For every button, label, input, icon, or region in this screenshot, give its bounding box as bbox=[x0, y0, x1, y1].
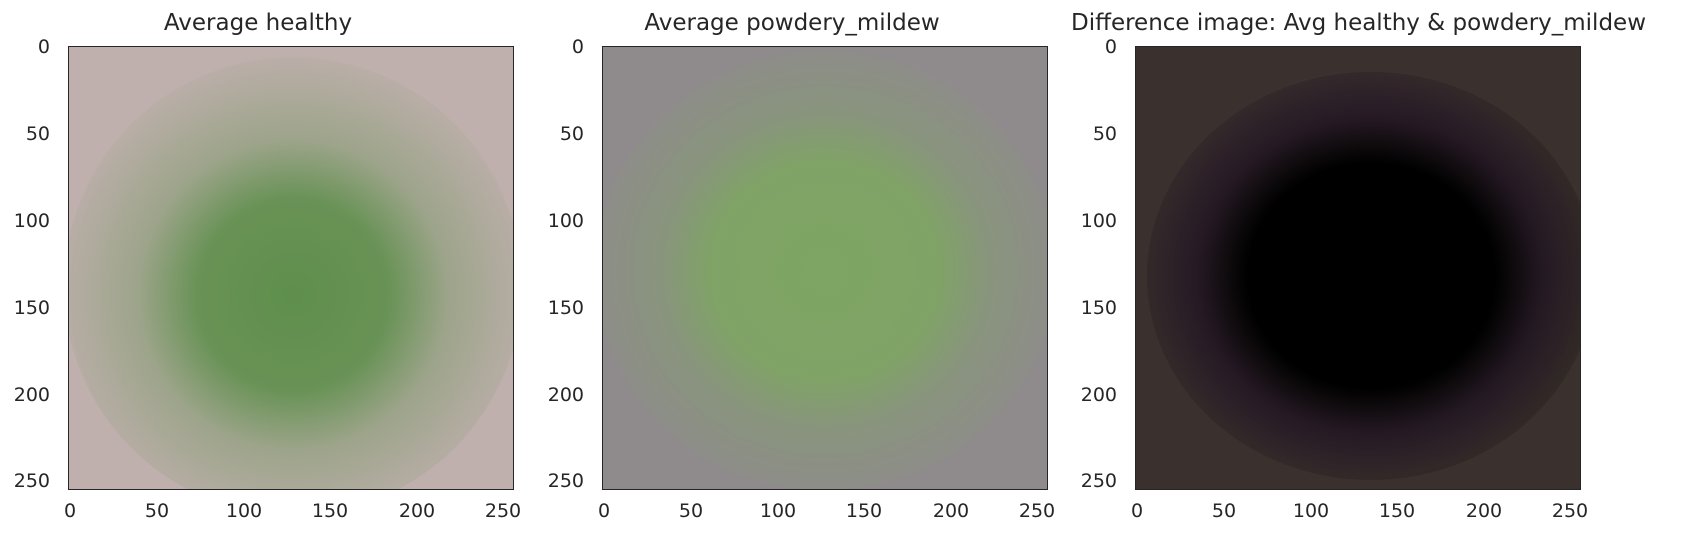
x-tick: 250 bbox=[484, 500, 522, 522]
difference-panel: Difference image: Avg healthy & powdery_… bbox=[1067, 0, 1646, 540]
healthy-image bbox=[68, 46, 514, 490]
x-tick: 150 bbox=[1378, 500, 1416, 522]
x-tick: 0 bbox=[63, 500, 77, 522]
y-tick: 50 bbox=[1092, 123, 1117, 145]
y-tick: 200 bbox=[1080, 384, 1117, 406]
y-tick: 150 bbox=[1080, 297, 1117, 319]
x-tick: 100 bbox=[225, 500, 263, 522]
y-tick: 0 bbox=[571, 36, 584, 58]
difference-title: Difference image: Avg healthy & powdery_… bbox=[1071, 10, 1647, 36]
x-tick: 0 bbox=[1130, 500, 1144, 522]
x-tick: 50 bbox=[678, 500, 704, 522]
x-tick: 200 bbox=[398, 500, 436, 522]
y-tick: 100 bbox=[547, 210, 584, 232]
x-tick: 100 bbox=[1292, 500, 1330, 522]
difference-image bbox=[1135, 46, 1581, 490]
x-tick: 150 bbox=[845, 500, 883, 522]
healthy-title: Average healthy bbox=[163, 10, 353, 36]
healthy-panel: Average healthy 0 50 100 150 200 250 0 5… bbox=[0, 0, 521, 540]
y-tick: 50 bbox=[25, 123, 50, 145]
y-tick: 50 bbox=[559, 123, 584, 145]
y-tick: 150 bbox=[547, 297, 584, 319]
y-tick: 250 bbox=[547, 470, 584, 492]
x-tick: 200 bbox=[932, 500, 970, 522]
y-tick: 150 bbox=[13, 297, 50, 319]
x-tick: 50 bbox=[1211, 500, 1237, 522]
x-tick: 250 bbox=[1551, 500, 1589, 522]
y-tick: 200 bbox=[547, 384, 584, 406]
mildew-image bbox=[602, 46, 1048, 490]
y-tick: 0 bbox=[1104, 36, 1117, 58]
x-tick: 150 bbox=[311, 500, 349, 522]
y-tick: 250 bbox=[13, 470, 50, 492]
mildew-title: Average powdery_mildew bbox=[644, 10, 940, 36]
mildew-panel: Average powdery_mildew 0 50 100 150 200 … bbox=[534, 0, 1055, 540]
x-tick: 50 bbox=[144, 500, 170, 522]
y-tick: 0 bbox=[37, 36, 50, 58]
y-tick: 200 bbox=[13, 384, 50, 406]
y-tick: 250 bbox=[1080, 470, 1117, 492]
y-tick: 100 bbox=[13, 210, 50, 232]
x-tick: 250 bbox=[1018, 500, 1056, 522]
y-tick: 100 bbox=[1080, 210, 1117, 232]
x-tick: 200 bbox=[1465, 500, 1503, 522]
x-tick: 0 bbox=[597, 500, 611, 522]
x-tick: 100 bbox=[759, 500, 797, 522]
